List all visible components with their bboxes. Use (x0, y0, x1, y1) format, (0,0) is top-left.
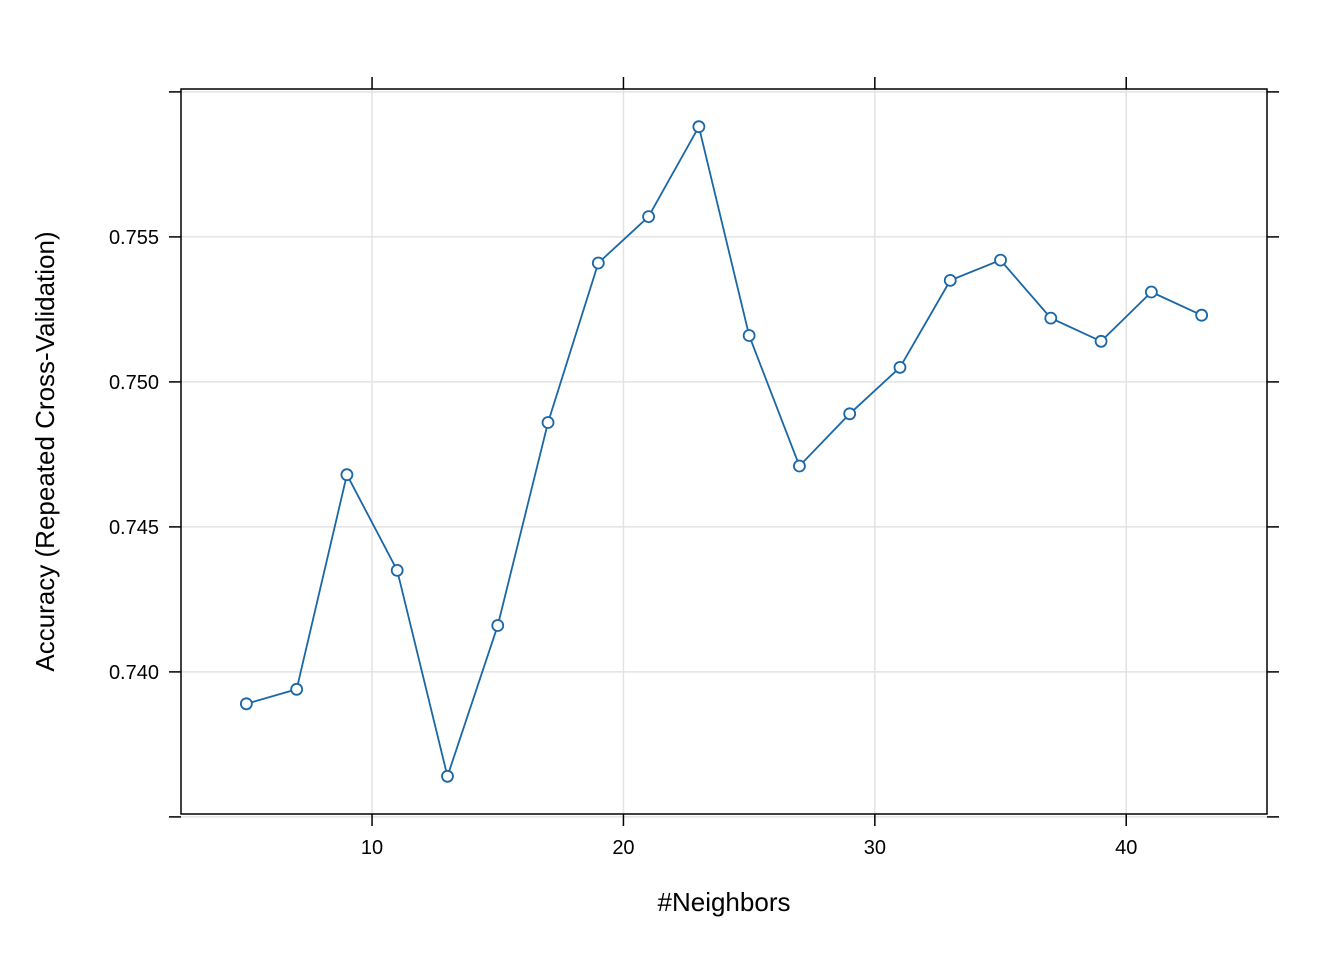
axis-ticks: 10 20 30 40 0.740 0.745 0.750 0.755 (109, 77, 1279, 859)
data-point (491, 619, 505, 632)
data-point (441, 769, 454, 783)
data-point (239, 697, 253, 711)
data-point (340, 468, 354, 482)
data-point (692, 120, 706, 134)
data-point (793, 459, 806, 473)
data-point (1044, 311, 1058, 325)
data-point (994, 253, 1007, 267)
y-tick-label: 0.755 (109, 227, 159, 249)
y-tick-label: 0.745 (109, 517, 159, 539)
x-axis-title: #Neighbors (658, 887, 791, 917)
data-point (1144, 285, 1158, 299)
data-point (541, 416, 555, 429)
x-tick-label: 20 (612, 837, 634, 859)
data-point (893, 360, 907, 374)
x-tick-label: 30 (864, 837, 886, 859)
data-point (1195, 308, 1209, 322)
plot-panel (180, 88, 1268, 815)
data-point (943, 273, 957, 287)
data-point (843, 407, 857, 421)
grid (181, 89, 1267, 818)
data-point (742, 329, 756, 342)
y-tick-label: 0.750 (109, 372, 159, 394)
data-point (591, 256, 605, 270)
data-point (390, 564, 404, 577)
x-tick-label: 10 (361, 837, 383, 859)
series-layer (239, 120, 1209, 783)
data-point (1094, 334, 1108, 348)
data-point (642, 210, 655, 224)
y-tick-label: 0.740 (109, 662, 159, 684)
y-axis-title: Accuracy (Repeated Cross-Validation) (30, 231, 60, 671)
series-line-0 (246, 124, 1203, 780)
x-tick-label: 40 (1115, 837, 1137, 859)
data-point (290, 682, 304, 696)
